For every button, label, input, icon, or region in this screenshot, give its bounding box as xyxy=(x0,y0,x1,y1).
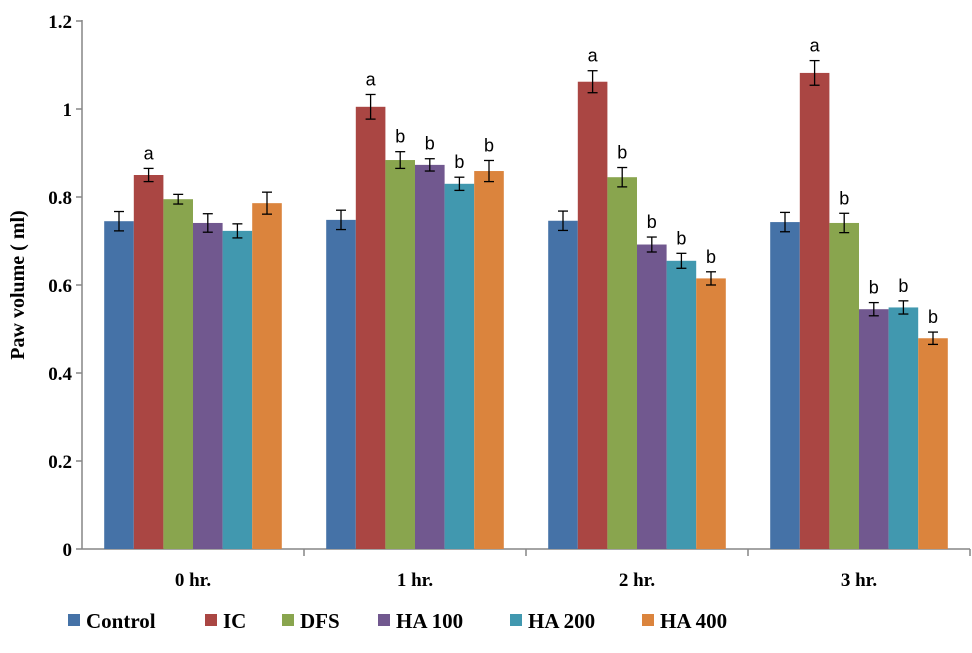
bar-ha-100 xyxy=(415,164,445,549)
significance-label: b xyxy=(484,135,494,155)
bar-dfs xyxy=(385,160,415,550)
bar-ha-400 xyxy=(918,338,948,549)
bar-ha-400 xyxy=(252,203,282,549)
legend-swatch xyxy=(642,614,654,626)
significance-label: b xyxy=(395,127,405,147)
y-tick-label: 0.8 xyxy=(48,188,72,209)
bar-ha-400 xyxy=(474,171,504,550)
legend-label: IC xyxy=(223,609,246,633)
legend-swatch xyxy=(510,614,522,626)
bar-ha-100 xyxy=(193,222,223,549)
legend-swatch xyxy=(378,614,390,626)
y-tick-label: 0 xyxy=(63,540,73,561)
x-tick-label: 1 hr. xyxy=(397,570,433,591)
bar-ha-200 xyxy=(222,230,253,549)
legend-label: HA 200 xyxy=(528,609,595,633)
bar-ic xyxy=(799,72,830,550)
y-tick-label: 0.6 xyxy=(48,276,72,297)
significance-label: b xyxy=(425,134,435,154)
significance-label: b xyxy=(647,212,657,232)
legend-swatch xyxy=(68,614,80,626)
bar-ic xyxy=(133,175,164,549)
legend-label: DFS xyxy=(300,609,340,633)
significance-label: a xyxy=(810,36,821,56)
bar-ha-100 xyxy=(859,309,889,549)
legend-label: Control xyxy=(86,609,156,633)
significance-label: b xyxy=(706,247,716,267)
x-tick-label: 3 hr. xyxy=(841,570,877,591)
y-tick-label: 1 xyxy=(63,100,73,121)
bar-ha-200 xyxy=(888,307,919,549)
bar-dfs xyxy=(607,177,637,549)
bar-ha-100 xyxy=(637,244,667,549)
bar-control xyxy=(548,220,578,549)
bar-control xyxy=(326,219,356,549)
significance-label: b xyxy=(869,278,879,298)
significance-label: a xyxy=(144,143,155,163)
bar-dfs xyxy=(829,222,859,549)
bar-dfs xyxy=(163,199,193,549)
y-tick-label: 1.2 xyxy=(48,12,72,33)
y-tick-label: 0.2 xyxy=(48,452,72,473)
significance-label: b xyxy=(839,188,849,208)
x-tick-label: 0 hr. xyxy=(175,570,211,591)
legend-label: HA 400 xyxy=(660,609,727,633)
bar-ic xyxy=(577,81,608,549)
significance-label: b xyxy=(454,152,464,172)
legend-swatch xyxy=(205,614,217,626)
significance-label: a xyxy=(588,46,599,66)
y-tick-label: 0.4 xyxy=(48,364,72,385)
x-tick-label: 2 hr. xyxy=(619,570,655,591)
significance-label: b xyxy=(898,276,908,296)
bar-ha-200 xyxy=(666,260,697,549)
legend-swatch xyxy=(282,614,294,626)
y-axis-label: Paw volume ( ml) xyxy=(7,210,29,359)
significance-label: b xyxy=(676,228,686,248)
significance-label: b xyxy=(928,307,938,327)
bar-ha-400 xyxy=(696,278,726,549)
significance-label: b xyxy=(617,143,627,163)
bar-ic xyxy=(355,106,386,550)
bar-ha-200 xyxy=(444,183,475,550)
bar-control xyxy=(104,221,134,549)
bar-control xyxy=(770,222,800,549)
significance-label: a xyxy=(366,69,377,89)
legend-label: HA 100 xyxy=(396,609,463,633)
